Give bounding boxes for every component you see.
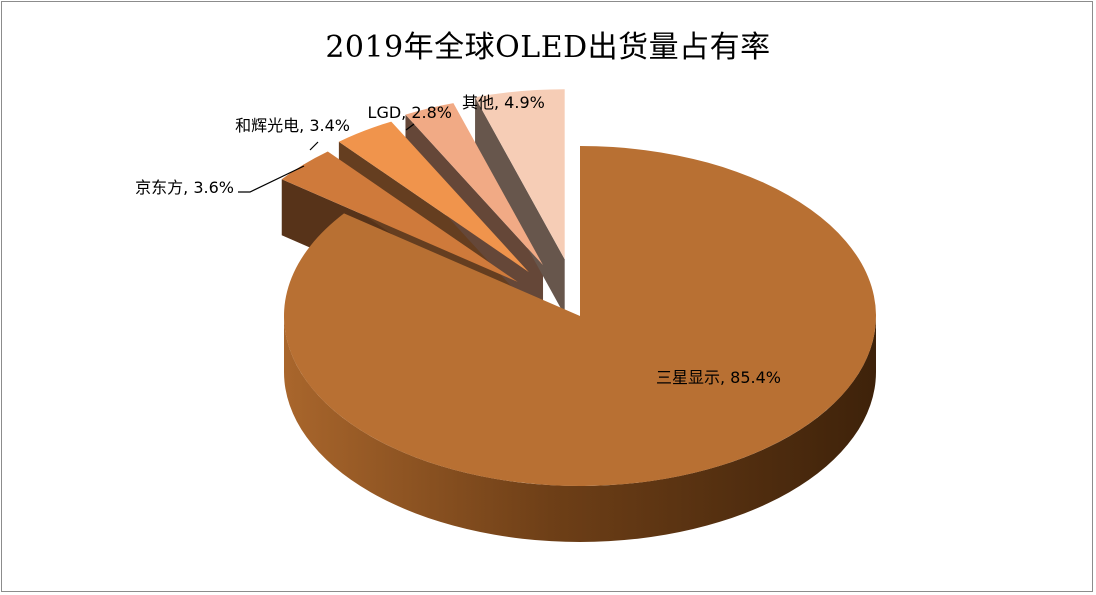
pie-slice: [283, 146, 876, 487]
pie-side-wall: [284, 316, 876, 542]
pie-slice-tops: [281, 89, 876, 487]
pie-slice-wall: [475, 97, 565, 316]
pie-slice: [475, 89, 565, 260]
pie-slice: [281, 151, 518, 282]
data-label: 和辉光电, 3.4%: [235, 116, 350, 135]
data-labels: 三星显示, 85.4% 京东方, 3.6% 和辉光电, 3.4% LGD, 2.8% 其…: [135, 93, 781, 387]
leader-lines: [238, 123, 415, 193]
pie-side-walls: [284, 316, 876, 542]
data-label: 其他, 4.9%: [462, 93, 545, 112]
leader-line: [309, 141, 319, 151]
leader-line: [405, 123, 415, 131]
data-label: 京东方, 3.6%: [135, 178, 234, 197]
data-label: 三星显示, 85.4%: [656, 368, 781, 387]
pie-slice: [338, 121, 529, 273]
pie-slice: [405, 103, 544, 266]
leader-line: [238, 165, 305, 193]
chart-title: 2019年全球OLED出货量占有率: [325, 30, 771, 65]
data-label: LGD, 2.8%: [368, 103, 452, 122]
